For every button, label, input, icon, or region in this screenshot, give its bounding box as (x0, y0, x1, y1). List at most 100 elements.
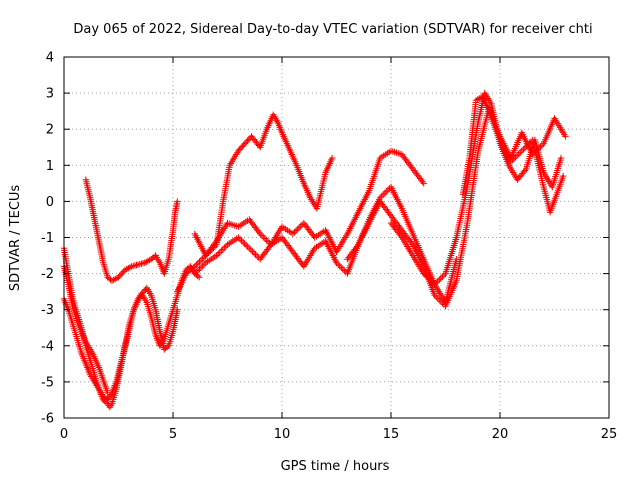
data-point-4-89 (294, 226, 301, 233)
data-point-5-18 (221, 244, 228, 251)
y-tick-label-7: 1 (46, 159, 54, 174)
data-point-5-48 (266, 243, 274, 250)
data-point-5-38 (253, 252, 261, 260)
data-point-6-92 (439, 299, 446, 307)
data-point-5-4 (197, 264, 205, 271)
data-point-5-35 (249, 248, 256, 255)
data-point-7-39 (436, 276, 443, 283)
series-4 (174, 147, 427, 295)
data-point-5-102 (334, 261, 342, 268)
data-point-7-41 (439, 273, 446, 280)
data-point-5-29 (239, 238, 247, 246)
data-point-6-1 (345, 254, 352, 261)
data-point-8-89 (518, 147, 525, 155)
data-point-5-101 (333, 259, 340, 266)
data-point-5-149 (378, 193, 385, 200)
data-point-7-38 (434, 278, 441, 285)
data-point-5-150 (380, 191, 387, 198)
data-point-4-91 (297, 223, 304, 230)
data-point-4-65 (260, 233, 267, 241)
data-point-5-28 (238, 237, 245, 244)
data-point-7-179 (521, 167, 529, 174)
data-point-5-33 (246, 245, 253, 252)
data-point-5-103 (336, 262, 343, 270)
data-point-7-34 (428, 278, 435, 285)
label-layer: Day 065 of 2022, Sidereal Day-to-day VTE… (8, 22, 593, 474)
data-point-5-34 (247, 246, 255, 254)
x-tick-label-3: 15 (383, 427, 400, 442)
data-point-5-41 (258, 254, 265, 261)
data-point-4-66 (261, 235, 269, 242)
data-point-8-148 (560, 172, 567, 180)
data-point-1-145 (164, 343, 171, 351)
data-point-5-19 (222, 243, 230, 250)
data-point-3-70 (243, 139, 250, 146)
data-point-6-271 (562, 133, 569, 140)
data-point-5-17 (219, 246, 226, 253)
x-axis-label: GPS time / hours (281, 459, 390, 474)
series-6 (344, 104, 569, 310)
data-point-7-36 (431, 281, 438, 288)
series-5 (191, 183, 460, 306)
data-point-8-90 (520, 146, 527, 153)
data-point-4-31 (212, 239, 219, 246)
data-point-5-36 (250, 249, 258, 257)
data-point-4-18 (194, 260, 202, 267)
series-8 (459, 93, 567, 216)
data-point-6-59 (408, 239, 415, 247)
data-point-5-106 (341, 267, 348, 274)
series-1 (60, 284, 181, 404)
data-point-2-53 (110, 276, 117, 284)
x-tick-label-4: 20 (492, 427, 509, 442)
data-point-4-63 (257, 230, 264, 238)
data-point-5-16 (218, 247, 225, 255)
data-point-6-91 (437, 298, 444, 305)
data-point-2-126 (174, 198, 181, 205)
data-point-6-43 (389, 214, 396, 221)
data-point-4-15 (190, 264, 197, 271)
data-point-4-62 (255, 229, 263, 236)
y-axis-label: SDTVAR / TECUs (8, 185, 23, 292)
data-point-4-16 (191, 263, 198, 270)
data-point-4-64 (258, 232, 265, 239)
axis-layer: 0 5 10 15 20 25 -6 -5 -4 -3 -2 -1 0 1 2 3 4 (41, 51, 617, 443)
data-point-5-6 (200, 261, 208, 268)
data-point-4-198 (418, 176, 425, 184)
data-point-7-40 (437, 275, 444, 282)
data-point-7-37 (433, 279, 440, 287)
x-tick-label-1: 5 (169, 427, 177, 442)
data-point-5-151 (381, 189, 388, 197)
data-point-5-31 (243, 242, 250, 249)
data-point-8-82 (507, 158, 515, 165)
data-point-8-83 (509, 156, 516, 164)
data-point-1-164 (174, 306, 181, 313)
data-point-5-2 (194, 267, 202, 274)
data-point-5-32 (244, 243, 251, 250)
data-point-6-87 (431, 292, 438, 299)
data-point-4-17 (193, 261, 200, 268)
data-point-8-91 (521, 144, 529, 151)
y-tick-label-2: -4 (41, 339, 54, 354)
series-2 (82, 176, 181, 284)
data-point-7-29 (420, 270, 427, 277)
data-point-6-246 (537, 143, 544, 150)
data-point-8-87 (515, 150, 522, 158)
data-point-4-22 (200, 253, 208, 261)
data-point-6-89 (434, 295, 441, 302)
y-tick-label-4: -2 (41, 267, 54, 282)
data-point-3-174 (328, 154, 336, 162)
data-point-8-92 (523, 143, 530, 150)
data-point-6-88 (433, 293, 440, 300)
data-point-5-14 (215, 250, 222, 258)
data-point-4-20 (197, 257, 205, 264)
data-point-0-211 (195, 274, 203, 281)
data-point-7-30 (422, 271, 429, 279)
data-point-7-232 (557, 154, 565, 162)
data-point-5-26 (235, 234, 242, 241)
y-tick-label-1: -5 (41, 375, 54, 390)
data-point-7-32 (425, 275, 432, 282)
grid-layer (64, 57, 609, 418)
data-point-4-21 (199, 255, 206, 262)
